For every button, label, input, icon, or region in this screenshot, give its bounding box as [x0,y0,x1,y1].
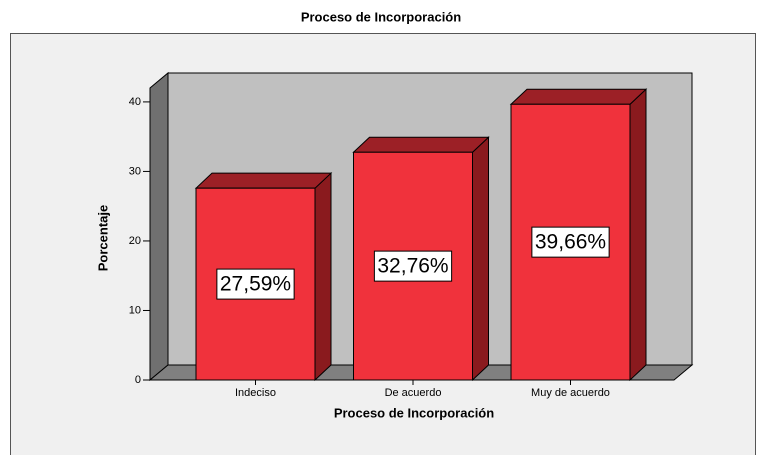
x-tick-label: Muy de acuerdo [531,387,610,399]
y-tick-label: 40 [129,96,141,108]
y-tick-label: 30 [129,165,141,177]
y-tick-label: 20 [129,235,141,247]
value-label: 32,76% [377,255,448,278]
chart-title: Proceso de Incorporación [301,9,461,24]
left-wall [149,71,169,382]
value-label-box [373,250,453,282]
bar-top [352,136,490,153]
bar-top [194,172,333,189]
x-tick-label: De acuerdo [385,387,442,399]
value-label: 27,59% [220,273,291,296]
value-label: 39,66% [535,231,606,254]
y-tick-label: 0 [135,374,141,386]
bar-side [472,136,489,382]
x-tick-label: Indeciso [235,387,276,399]
y-tick-label: 10 [129,304,141,316]
value-label-box [531,226,610,258]
y-axis-title: Porcentaje [95,205,110,271]
value-label-box [216,268,295,300]
x-axis-title: Proceso de Incorporación [334,405,494,420]
bar-side [629,88,647,382]
bar-side [314,172,332,382]
bar-top [509,88,648,105]
